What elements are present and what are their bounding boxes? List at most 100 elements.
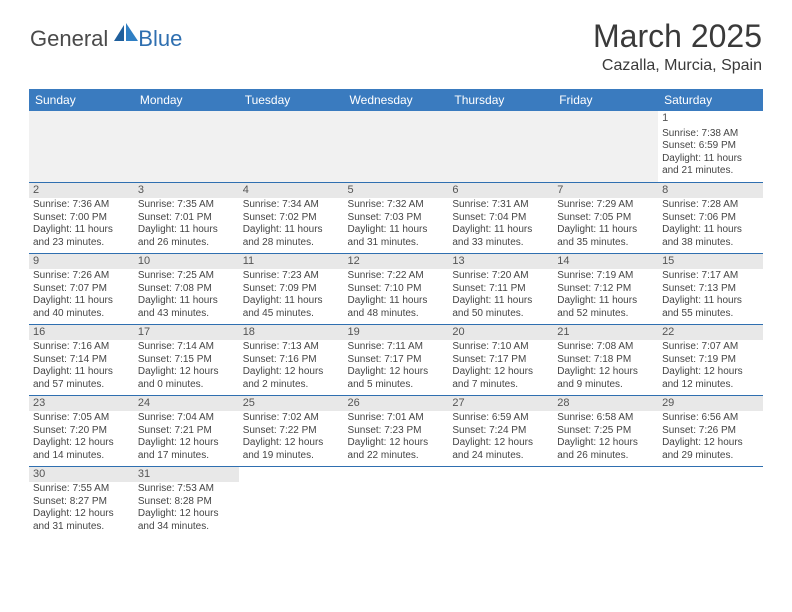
calendar-cell: 18Sunrise: 7:13 AMSunset: 7:16 PMDayligh… [239,324,344,395]
sunrise-text: Sunrise: 7:08 AM [557,341,654,354]
sunset-text: Sunset: 7:11 PM [452,283,549,296]
sunrise-text: Sunrise: 7:23 AM [243,270,340,283]
day-number: 29 [658,396,763,412]
daylight-text: Daylight: 11 hours and 26 minutes. [138,224,235,249]
daylight-text: Daylight: 12 hours and 9 minutes. [557,366,654,391]
sunrise-text: Sunrise: 6:56 AM [662,412,759,425]
calendar-cell [448,466,553,537]
calendar-row: 2Sunrise: 7:36 AMSunset: 7:00 PMDaylight… [29,182,763,253]
day-number: 17 [134,325,239,341]
day-number: 23 [29,396,134,412]
sunrise-text: Sunrise: 7:02 AM [243,412,340,425]
day-number: 11 [239,254,344,270]
calendar-cell: 14Sunrise: 7:19 AMSunset: 7:12 PMDayligh… [553,253,658,324]
day-header: Wednesday [344,89,449,111]
day-number: 27 [448,396,553,412]
daylight-text: Daylight: 12 hours and 26 minutes. [557,437,654,462]
day-header: Thursday [448,89,553,111]
calendar-cell: 1Sunrise: 7:38 AMSunset: 6:59 PMDaylight… [658,111,763,182]
calendar-cell: 26Sunrise: 7:01 AMSunset: 7:23 PMDayligh… [344,395,449,466]
daylight-text: Daylight: 11 hours and 57 minutes. [33,366,130,391]
location-label: Cazalla, Murcia, Spain [593,57,762,75]
calendar-cell: 15Sunrise: 7:17 AMSunset: 7:13 PMDayligh… [658,253,763,324]
sunset-text: Sunset: 8:28 PM [138,496,235,509]
sunrise-text: Sunrise: 7:32 AM [348,199,445,212]
calendar-cell: 25Sunrise: 7:02 AMSunset: 7:22 PMDayligh… [239,395,344,466]
sunset-text: Sunset: 8:27 PM [33,496,130,509]
sunrise-text: Sunrise: 7:53 AM [138,483,235,496]
daylight-text: Daylight: 11 hours and 43 minutes. [138,295,235,320]
title-block: March 2025 Cazalla, Murcia, Spain [593,18,762,75]
sunrise-text: Sunrise: 7:11 AM [348,341,445,354]
sunrise-text: Sunrise: 7:34 AM [243,199,340,212]
calendar-cell: 29Sunrise: 6:56 AMSunset: 7:26 PMDayligh… [658,395,763,466]
header: General Blue March 2025 Cazalla, Murcia,… [0,0,792,83]
sunrise-text: Sunrise: 7:31 AM [452,199,549,212]
calendar-cell: 21Sunrise: 7:08 AMSunset: 7:18 PMDayligh… [553,324,658,395]
day-number: 8 [658,183,763,199]
calendar-cell: 6Sunrise: 7:31 AMSunset: 7:04 PMDaylight… [448,182,553,253]
sunset-text: Sunset: 6:59 PM [662,140,759,153]
sunset-text: Sunset: 7:10 PM [348,283,445,296]
daylight-text: Daylight: 12 hours and 0 minutes. [138,366,235,391]
sunrise-text: Sunrise: 7:01 AM [348,412,445,425]
sunrise-text: Sunrise: 7:17 AM [662,270,759,283]
sunrise-text: Sunrise: 7:38 AM [662,128,759,141]
calendar-cell: 7Sunrise: 7:29 AMSunset: 7:05 PMDaylight… [553,182,658,253]
day-number: 22 [658,325,763,341]
sunset-text: Sunset: 7:18 PM [557,354,654,367]
sunrise-text: Sunrise: 7:19 AM [557,270,654,283]
sunrise-text: Sunrise: 7:20 AM [452,270,549,283]
sunset-text: Sunset: 7:21 PM [138,425,235,438]
sunset-text: Sunset: 7:04 PM [452,212,549,225]
calendar-cell: 17Sunrise: 7:14 AMSunset: 7:15 PMDayligh… [134,324,239,395]
day-header: Monday [134,89,239,111]
sunset-text: Sunset: 7:24 PM [452,425,549,438]
sunrise-text: Sunrise: 6:58 AM [557,412,654,425]
daylight-text: Daylight: 12 hours and 7 minutes. [452,366,549,391]
daylight-text: Daylight: 12 hours and 22 minutes. [348,437,445,462]
sunset-text: Sunset: 7:05 PM [557,212,654,225]
sunset-text: Sunset: 7:16 PM [243,354,340,367]
daylight-text: Daylight: 11 hours and 28 minutes. [243,224,340,249]
sunrise-text: Sunrise: 7:35 AM [138,199,235,212]
day-number: 12 [344,254,449,270]
calendar-cell [658,466,763,537]
sunset-text: Sunset: 7:08 PM [138,283,235,296]
calendar-cell: 19Sunrise: 7:11 AMSunset: 7:17 PMDayligh… [344,324,449,395]
calendar-cell: 3Sunrise: 7:35 AMSunset: 7:01 PMDaylight… [134,182,239,253]
daylight-text: Daylight: 12 hours and 24 minutes. [452,437,549,462]
day-number: 30 [29,467,134,483]
sunset-text: Sunset: 7:03 PM [348,212,445,225]
calendar-cell: 5Sunrise: 7:32 AMSunset: 7:03 PMDaylight… [344,182,449,253]
sunset-text: Sunset: 7:15 PM [138,354,235,367]
daylight-text: Daylight: 12 hours and 12 minutes. [662,366,759,391]
sunrise-text: Sunrise: 7:13 AM [243,341,340,354]
calendar-cell [448,111,553,182]
daylight-text: Daylight: 12 hours and 34 minutes. [138,508,235,533]
calendar-cell: 22Sunrise: 7:07 AMSunset: 7:19 PMDayligh… [658,324,763,395]
day-header: Tuesday [239,89,344,111]
sunset-text: Sunset: 7:25 PM [557,425,654,438]
sunset-text: Sunset: 7:23 PM [348,425,445,438]
calendar-cell: 4Sunrise: 7:34 AMSunset: 7:02 PMDaylight… [239,182,344,253]
day-number: 13 [448,254,553,270]
day-number: 3 [134,183,239,199]
day-number: 5 [344,183,449,199]
calendar-cell: 28Sunrise: 6:58 AMSunset: 7:25 PMDayligh… [553,395,658,466]
calendar-row: 1Sunrise: 7:38 AMSunset: 6:59 PMDaylight… [29,111,763,182]
day-number: 28 [553,396,658,412]
day-header: Saturday [658,89,763,111]
sunrise-text: Sunrise: 7:04 AM [138,412,235,425]
sunrise-text: Sunrise: 7:14 AM [138,341,235,354]
calendar-cell [344,466,449,537]
calendar-cell [553,466,658,537]
daylight-text: Daylight: 12 hours and 19 minutes. [243,437,340,462]
sunrise-text: Sunrise: 6:59 AM [452,412,549,425]
calendar-cell [553,111,658,182]
daylight-text: Daylight: 11 hours and 35 minutes. [557,224,654,249]
sunset-text: Sunset: 7:19 PM [662,354,759,367]
calendar-cell: 8Sunrise: 7:28 AMSunset: 7:06 PMDaylight… [658,182,763,253]
daylight-text: Daylight: 11 hours and 38 minutes. [662,224,759,249]
day-number: 2 [29,183,134,199]
